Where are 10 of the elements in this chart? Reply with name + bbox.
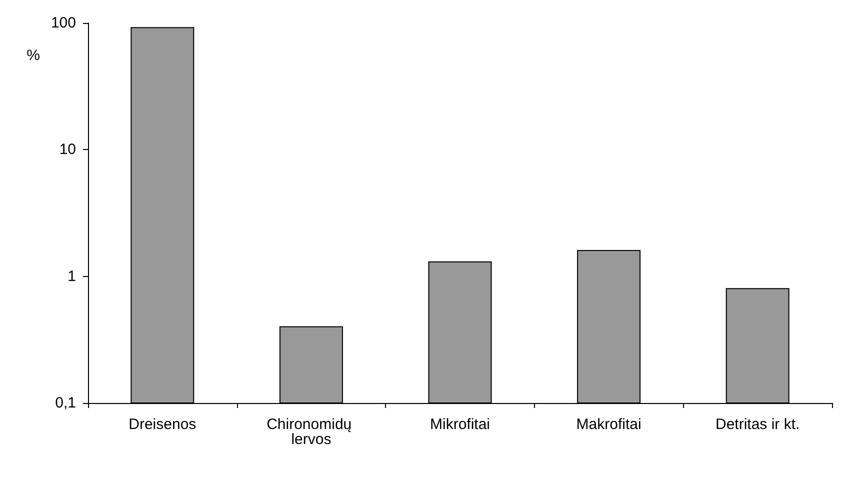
x-tick-label: Makrofitai — [576, 416, 642, 433]
x-tick-label: Mikrofitai — [430, 416, 490, 433]
y-tick-label: 1 — [68, 268, 76, 285]
y-tick-label: 10 — [59, 141, 76, 158]
x-tick-label: Dreisenos — [128, 416, 196, 433]
y-axis-title: % — [26, 47, 40, 64]
y-tick-label: 100 — [50, 14, 76, 32]
x-tick-label: Chironomidų lervos — [266, 416, 356, 448]
y-tick-label: 0,1 — [55, 394, 76, 412]
x-tick-label: Detritas ir kt. — [716, 416, 800, 433]
